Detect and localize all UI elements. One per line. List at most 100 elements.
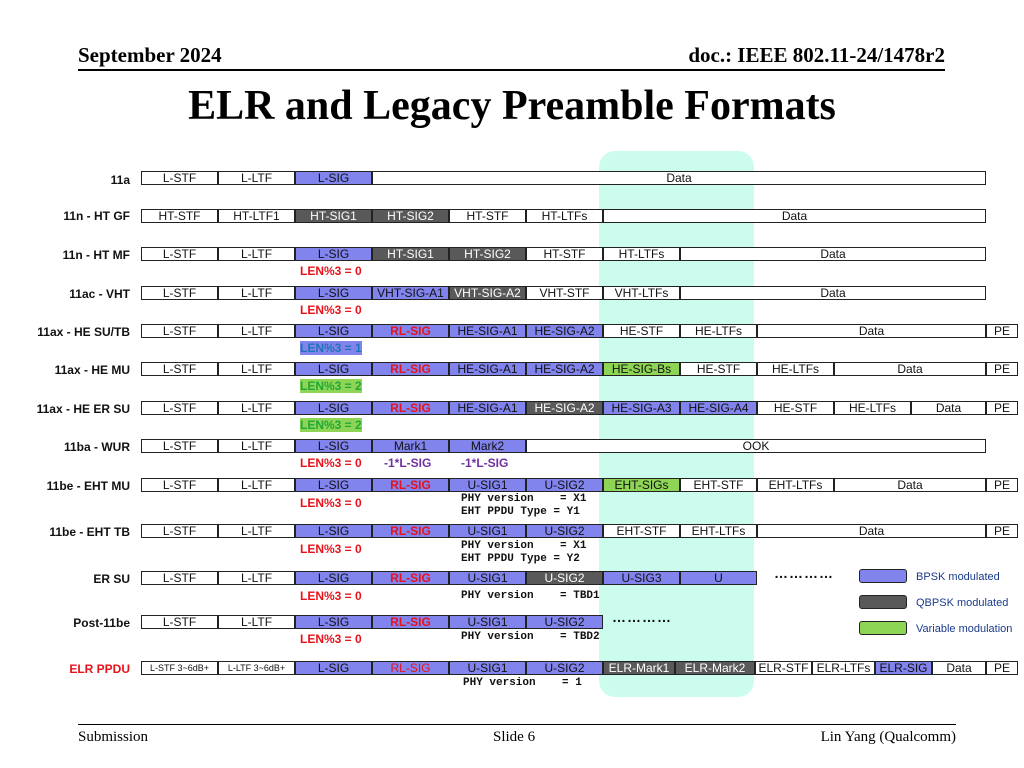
field-box: HT-LTFs <box>526 209 603 223</box>
field-box: RL-SIG <box>372 478 449 492</box>
field-box: L-STF <box>141 615 218 629</box>
field-box: VHT-STF <box>526 286 603 300</box>
field-box: L-STF <box>141 478 218 492</box>
field-box: HE-SIG-A4 <box>680 401 757 415</box>
footer-author: Lin Yang (Qualcomm) <box>820 729 956 745</box>
row-label: Post-11be <box>73 616 130 630</box>
field-box: VHT-LTFs <box>603 286 680 300</box>
field-box: L-LTF <box>218 401 295 415</box>
field-box: HT-SIG2 <box>372 209 449 223</box>
field-box: RL-SIG <box>372 571 449 585</box>
header-date: September 2024 <box>78 43 222 67</box>
field-box: EHT-STF <box>603 524 680 538</box>
mark-note: -1*L-SIG <box>461 456 509 470</box>
len-note: LEN%3 = 0 <box>300 589 362 603</box>
field-box: U-SIG1 <box>449 615 526 629</box>
field-box: RL-SIG <box>372 615 449 629</box>
field-box: U-SIG1 <box>449 524 526 538</box>
field-box: HE-SIG-A3 <box>603 401 680 415</box>
field-box: PE <box>986 401 1018 415</box>
field-box: VHT-SIG-A1 <box>372 286 449 300</box>
field-box: Data <box>911 401 986 415</box>
field-box: HE-LTFs <box>757 362 834 376</box>
legend-swatch-variable <box>859 621 907 635</box>
field-box: Data <box>932 661 986 675</box>
field-box: HE-SIG-A2 <box>526 324 603 338</box>
field-box: RL-SIG <box>372 362 449 376</box>
field-box: L-SIG <box>295 247 372 261</box>
field-box: RL-SIG <box>372 324 449 338</box>
field-box: L-SIG <box>295 571 372 585</box>
field-box: PE <box>986 661 1018 675</box>
field-box: L-SIG <box>295 286 372 300</box>
field-box: EHT-SIGs <box>603 478 680 492</box>
field-box: RL-SIG <box>372 524 449 538</box>
field-box: Data <box>834 478 986 492</box>
field-box: L-LTF <box>218 324 295 338</box>
field-box: L-LTF <box>218 571 295 585</box>
field-box: U-SIG2 <box>526 615 603 629</box>
field-box: PE <box>986 478 1018 492</box>
field-box: L-LTF <box>218 615 295 629</box>
field-box: Data <box>603 209 986 223</box>
legend-swatch-bpsk <box>859 569 907 583</box>
field-box: L-LTF <box>218 286 295 300</box>
field-box: Data <box>834 362 986 376</box>
header-divider <box>78 69 945 71</box>
field-box: Mark2 <box>449 439 526 453</box>
field-box: HE-SIG-A1 <box>449 324 526 338</box>
footer-left: Submission <box>78 729 149 745</box>
field-box: PE <box>986 324 1018 338</box>
field-box: L-SIG <box>295 362 372 376</box>
field-box: HT-STF <box>141 209 218 223</box>
field-box: HT-SIG1 <box>295 209 372 223</box>
field-box: HE-STF <box>680 362 757 376</box>
field-box: Mark1 <box>372 439 449 453</box>
field-box: L-LTF <box>218 524 295 538</box>
footer-slide-number: Slide 6 <box>493 729 536 745</box>
field-box: L-STF <box>141 324 218 338</box>
field-box: PE <box>986 524 1018 538</box>
field-box: HT-LTFs <box>603 247 680 261</box>
ellipsis-dots: ………… <box>612 609 672 625</box>
field-box: HT-STF <box>526 247 603 261</box>
slide-title: ELR and Legacy Preamble Formats <box>188 83 836 129</box>
field-box: ELR-STF <box>755 661 812 675</box>
field-box: L-SIG <box>295 615 372 629</box>
field-box: L-STF <box>141 247 218 261</box>
field-box: Data <box>372 171 986 185</box>
field-box: EHT-STF <box>680 478 757 492</box>
row-label: 11n - HT GF <box>63 209 130 223</box>
row-label: 11ac - VHT <box>69 287 130 301</box>
field-box: ELR-LTFs <box>812 661 875 675</box>
field-box: U <box>680 571 757 585</box>
len-note: LEN%3 = 0 <box>300 264 362 278</box>
field-box: EHT-LTFs <box>757 478 834 492</box>
len-note: LEN%3 = 0 <box>300 456 362 470</box>
field-box: HE-SIG-Bs <box>603 362 680 376</box>
field-box: HE-SIG-A2 <box>526 362 603 376</box>
phy-version-note: PHY version = TBD2 <box>461 631 600 643</box>
field-box: U-SIG2 <box>526 524 603 538</box>
phy-version-note: PHY version = X1 EHT PPDU Type = Y2 <box>461 540 587 565</box>
len-note: LEN%3 = 0 <box>300 496 362 510</box>
phy-version-note: PHY version = TBD1 <box>461 590 600 602</box>
field-box: OOK <box>526 439 986 453</box>
field-box: U-SIG1 <box>449 571 526 585</box>
field-box: U-SIG2 <box>526 478 603 492</box>
field-box: Data <box>757 524 986 538</box>
row-label: 11ax - HE SU/TB <box>37 325 130 339</box>
legend-label: QBPSK modulated <box>916 597 1009 609</box>
field-box: HT-LTF1 <box>218 209 295 223</box>
field-box: Data <box>757 324 986 338</box>
field-box: Data <box>680 247 986 261</box>
field-box: HE-LTFs <box>680 324 757 338</box>
len-note: LEN%3 = 2 <box>300 379 362 393</box>
field-box: HT-STF <box>449 209 526 223</box>
field-box: ELR-SIG <box>875 661 932 675</box>
field-box: L-SIG <box>295 439 372 453</box>
footer-divider <box>78 724 956 725</box>
row-label-elr: ELR PPDU <box>69 662 130 676</box>
field-box: L-STF <box>141 524 218 538</box>
field-box: U-SIG2 <box>526 661 603 675</box>
